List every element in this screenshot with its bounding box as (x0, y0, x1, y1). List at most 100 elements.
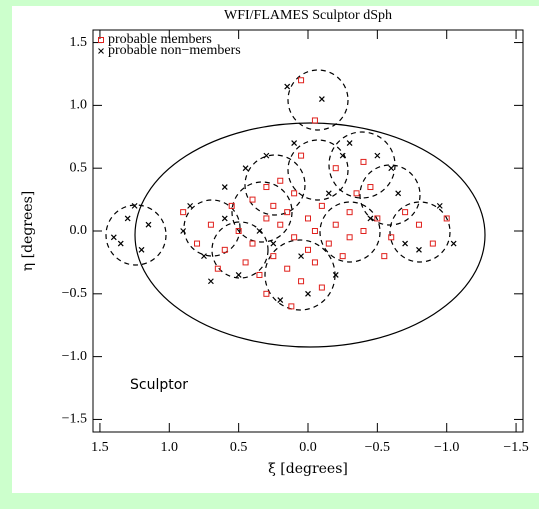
point (325, 190, 332, 197)
x-tick-label: −1.0 (434, 440, 459, 455)
point (388, 234, 395, 241)
annotation: Sculptor (130, 377, 188, 393)
point (339, 253, 346, 260)
point (443, 215, 450, 222)
point (415, 221, 422, 228)
point (291, 234, 298, 241)
point (242, 259, 249, 266)
point (263, 152, 270, 159)
legend-marker (98, 48, 104, 54)
point (235, 272, 242, 278)
point (346, 234, 353, 241)
point (124, 215, 131, 222)
point (325, 240, 332, 247)
point (263, 215, 270, 222)
point (298, 152, 305, 159)
legend-marker (98, 37, 104, 43)
point (346, 140, 353, 146)
point (402, 240, 409, 247)
chart-title: WFI/FLAMES Sculptor dSph (224, 8, 392, 23)
point (138, 246, 145, 253)
point (249, 196, 256, 203)
point (284, 83, 291, 90)
point (221, 246, 228, 253)
point (180, 228, 187, 234)
point (284, 209, 291, 216)
y-tick-label: 0.5 (70, 160, 88, 175)
x-tick-label: −0.5 (365, 440, 390, 455)
point (374, 215, 381, 222)
point (450, 240, 457, 247)
point (311, 228, 318, 234)
point (360, 158, 367, 165)
point (305, 215, 311, 222)
point (298, 278, 305, 285)
point (332, 272, 339, 278)
field (287, 69, 349, 131)
point (436, 202, 443, 209)
point (117, 240, 124, 247)
point (235, 228, 242, 234)
tidal-ellipse (134, 122, 486, 348)
point (298, 77, 305, 84)
field (319, 201, 381, 263)
point (131, 202, 138, 209)
point (221, 215, 228, 222)
point (318, 96, 325, 103)
point (291, 140, 298, 146)
point (277, 297, 284, 304)
field (389, 201, 451, 263)
point (305, 290, 311, 297)
point (298, 253, 304, 260)
point (339, 152, 346, 159)
legend-label: probable non−members (108, 43, 241, 58)
point (429, 240, 436, 247)
point (214, 265, 221, 272)
x-tick-label: 1.5 (91, 440, 109, 455)
point (318, 284, 325, 291)
x-tick-label: 1.0 (161, 440, 179, 455)
y-tick-label: 0.0 (70, 223, 88, 238)
point (207, 221, 214, 228)
fields (105, 69, 486, 348)
point (395, 190, 402, 197)
point (228, 202, 235, 209)
point (201, 253, 207, 260)
point (221, 184, 228, 190)
point (194, 240, 201, 247)
point (284, 265, 291, 272)
point (318, 202, 325, 209)
point (270, 253, 277, 260)
legend-label: probable members (108, 32, 212, 47)
point (381, 253, 388, 260)
y-tick-label: 1.0 (70, 98, 88, 113)
y-axis-label: η [degrees] (20, 191, 36, 271)
point (110, 234, 117, 241)
x-tick-label: −1.5 (503, 440, 528, 455)
point (353, 190, 360, 197)
point (288, 303, 295, 310)
point (242, 165, 249, 172)
point (249, 240, 256, 247)
point (360, 228, 367, 234)
point (402, 209, 409, 216)
point (367, 215, 374, 222)
point (305, 246, 311, 253)
point (332, 165, 339, 172)
point (277, 177, 284, 184)
field (105, 204, 167, 266)
point (416, 246, 422, 253)
field (287, 139, 349, 201)
point (145, 221, 152, 228)
point (270, 202, 277, 209)
point (367, 184, 374, 191)
field (359, 164, 421, 226)
point (311, 117, 318, 124)
y-tick-label: 1.5 (70, 35, 88, 50)
point (256, 228, 263, 234)
y-tick-label: −0.5 (62, 286, 87, 301)
x-axis-label: ξ [degrees] (268, 461, 348, 477)
point (374, 152, 381, 159)
y-tick-label: −1.0 (62, 349, 87, 364)
point (311, 259, 318, 266)
